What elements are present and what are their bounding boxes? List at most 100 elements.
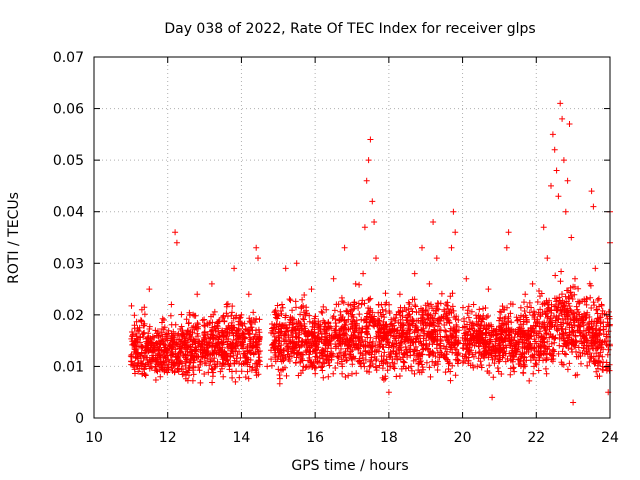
data-point <box>151 367 158 374</box>
data-point <box>375 301 382 308</box>
data-point <box>132 354 139 361</box>
data-point <box>577 338 584 345</box>
data-point <box>441 322 448 328</box>
data-point <box>205 335 212 342</box>
data-point <box>544 255 551 262</box>
data-point <box>500 344 507 351</box>
data-point <box>449 333 456 340</box>
data-point <box>499 317 506 324</box>
data-point <box>277 346 283 353</box>
data-point <box>529 326 536 332</box>
data-point <box>561 302 568 309</box>
data-point <box>452 334 459 341</box>
data-point <box>384 338 391 345</box>
data-point <box>499 303 506 310</box>
data-point <box>290 327 296 334</box>
data-point <box>330 275 337 282</box>
data-point <box>410 357 417 364</box>
data-point <box>190 367 196 374</box>
data-point <box>169 348 176 355</box>
data-point <box>238 368 245 375</box>
data-point <box>572 275 578 282</box>
data-point <box>357 342 364 349</box>
data-point <box>306 354 313 361</box>
data-point <box>315 338 322 345</box>
data-point <box>161 344 168 351</box>
data-point <box>286 296 293 303</box>
data-point <box>330 313 337 320</box>
data-point <box>276 375 283 382</box>
data-point <box>596 343 603 349</box>
data-point <box>418 369 425 376</box>
data-point <box>256 316 263 323</box>
data-point <box>168 321 175 328</box>
data-point <box>424 346 431 353</box>
data-point <box>533 361 540 368</box>
data-point <box>154 368 161 375</box>
data-point <box>527 353 534 360</box>
data-point <box>382 359 389 366</box>
data-point <box>312 364 319 371</box>
data-point <box>297 358 304 365</box>
data-point <box>411 370 418 377</box>
data-point <box>564 313 571 319</box>
data-point <box>436 320 443 327</box>
data-point <box>278 310 285 317</box>
data-point <box>168 301 175 308</box>
data-point <box>541 300 548 307</box>
data-point <box>299 296 306 303</box>
data-point <box>282 364 288 371</box>
data-point <box>559 331 566 338</box>
data-point <box>345 372 352 379</box>
data-point <box>281 330 288 337</box>
data-point <box>547 321 554 328</box>
data-point <box>584 337 591 344</box>
data-point <box>371 219 378 225</box>
data-point <box>282 314 289 321</box>
data-point <box>546 297 553 304</box>
data-point <box>177 348 184 355</box>
data-point <box>561 337 568 344</box>
data-point <box>369 309 376 316</box>
data-point <box>138 317 145 324</box>
data-point <box>184 328 191 335</box>
data-point <box>142 372 149 379</box>
data-point <box>315 322 322 329</box>
x-tick-label: 14 <box>233 430 251 446</box>
data-point <box>590 325 596 332</box>
data-point <box>427 335 434 342</box>
data-point <box>216 317 223 323</box>
data-point <box>537 313 544 320</box>
data-point <box>434 316 441 323</box>
data-point <box>514 338 521 344</box>
data-point <box>480 337 487 343</box>
data-point <box>502 314 509 321</box>
data-point <box>584 309 591 316</box>
data-point <box>478 322 484 329</box>
x-tick-label: 10 <box>85 430 103 446</box>
data-point <box>540 324 547 331</box>
data-point <box>173 360 180 367</box>
data-point <box>323 328 330 334</box>
data-point <box>445 305 451 312</box>
x-tick-label: 24 <box>601 430 619 446</box>
data-point <box>157 354 164 361</box>
data-point <box>553 167 560 174</box>
data-point <box>161 317 167 323</box>
data-point <box>312 370 319 377</box>
data-point <box>229 309 235 316</box>
data-point <box>194 320 201 326</box>
data-point <box>164 337 171 344</box>
data-point <box>227 353 234 360</box>
data-point <box>310 360 317 367</box>
data-point <box>228 347 235 354</box>
data-point <box>185 319 192 326</box>
data-point <box>484 368 491 375</box>
data-point <box>506 332 513 339</box>
data-point <box>594 297 601 303</box>
data-point <box>509 301 516 308</box>
data-point <box>279 304 286 311</box>
data-point <box>459 353 466 360</box>
data-point <box>249 327 256 334</box>
data-point <box>412 324 419 331</box>
